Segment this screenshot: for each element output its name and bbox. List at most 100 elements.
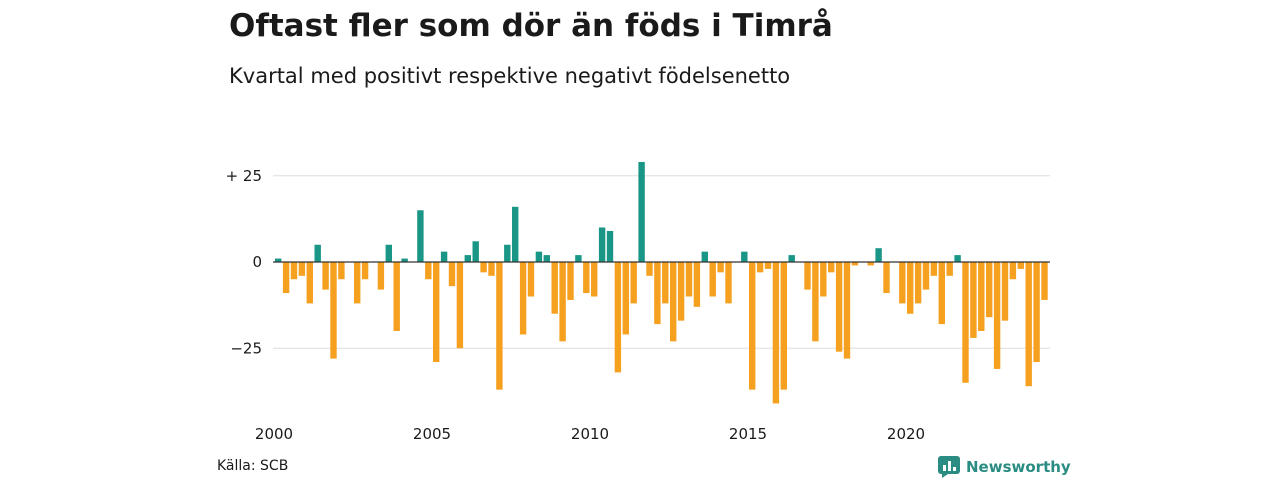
bar (290, 262, 298, 280)
bar (725, 262, 732, 304)
bar (322, 262, 329, 290)
x-tick-label: 2010 (571, 425, 609, 443)
bar (677, 262, 685, 321)
bar (622, 262, 629, 335)
bar (1033, 262, 1040, 363)
bar (448, 262, 456, 287)
bar (851, 262, 859, 266)
bar (393, 262, 400, 331)
bar (480, 262, 487, 273)
bar (306, 262, 313, 304)
brand-logo[interactable]: Newsworthy (938, 456, 1071, 478)
bar (749, 262, 756, 390)
bar (543, 255, 550, 262)
bar (899, 262, 906, 304)
bar (709, 262, 716, 297)
bar (938, 262, 945, 325)
bar (670, 262, 677, 342)
bar (717, 262, 724, 273)
bar (820, 262, 827, 297)
bar (804, 262, 811, 290)
bar (954, 255, 961, 262)
bar (756, 262, 764, 273)
y-tick-label: 0 (252, 253, 262, 271)
x-tick-label: 2000 (255, 425, 293, 443)
bar (433, 262, 440, 363)
bar (567, 262, 574, 300)
bar (417, 210, 424, 262)
bar (914, 262, 922, 304)
newsworthy-logo-icon (938, 456, 960, 478)
bar (812, 262, 819, 342)
bar (354, 262, 361, 304)
bar (993, 262, 1001, 369)
bar (512, 206, 519, 262)
bar (654, 262, 661, 325)
bar (488, 262, 495, 276)
bar (314, 244, 321, 262)
bar (472, 241, 479, 262)
bar (338, 262, 345, 280)
bar (1041, 262, 1048, 300)
bar (614, 262, 622, 373)
bar (535, 251, 543, 262)
bar (828, 262, 835, 273)
bar (598, 227, 606, 262)
bar (504, 244, 511, 262)
brand-name: Newsworthy (966, 458, 1071, 476)
bar (701, 251, 708, 262)
bar (685, 262, 693, 297)
bar (946, 262, 953, 276)
x-tick-label: 2005 (413, 425, 451, 443)
bar (741, 251, 748, 262)
bar (496, 262, 503, 390)
bar (962, 262, 969, 383)
bar (385, 244, 392, 262)
bar (464, 255, 471, 262)
bar (772, 262, 780, 404)
bar (1017, 262, 1024, 269)
bar (1025, 262, 1032, 387)
bar (788, 255, 795, 262)
x-tick-label: 2020 (887, 425, 925, 443)
bar (764, 262, 772, 269)
bar (835, 262, 843, 352)
bar (401, 258, 408, 262)
bar (330, 262, 337, 359)
axes: + 25 0 −25 2000 2005 2010 2015 2020 (226, 167, 1050, 443)
bar (630, 262, 637, 304)
bar (662, 262, 669, 304)
bar (456, 262, 464, 349)
bar (867, 262, 874, 266)
bar (361, 262, 369, 280)
bar (930, 262, 938, 276)
bar (978, 262, 985, 331)
bar (638, 161, 645, 262)
bar (986, 262, 993, 318)
bar (922, 262, 930, 290)
bar (527, 262, 535, 297)
source-note: Källa: SCB (217, 458, 289, 474)
x-tick-label: 2015 (729, 425, 767, 443)
bar (559, 262, 566, 342)
bar (843, 262, 851, 359)
bar (425, 262, 432, 280)
bar (907, 262, 914, 314)
bar (1009, 262, 1017, 280)
bar (780, 262, 787, 390)
y-tick-label: −25 (230, 339, 262, 357)
bar (519, 262, 527, 335)
bar (591, 262, 598, 297)
bar (275, 258, 282, 262)
bar (282, 262, 290, 294)
bar (583, 262, 590, 294)
y-tick-label: + 25 (226, 167, 262, 185)
bar (646, 262, 653, 276)
bar (575, 255, 582, 262)
chart-subtitle: Kvartal med positivt respektive negativt… (229, 64, 791, 88)
bar (875, 248, 882, 262)
bar (377, 262, 385, 290)
bar (298, 262, 306, 276)
bar (883, 262, 890, 294)
